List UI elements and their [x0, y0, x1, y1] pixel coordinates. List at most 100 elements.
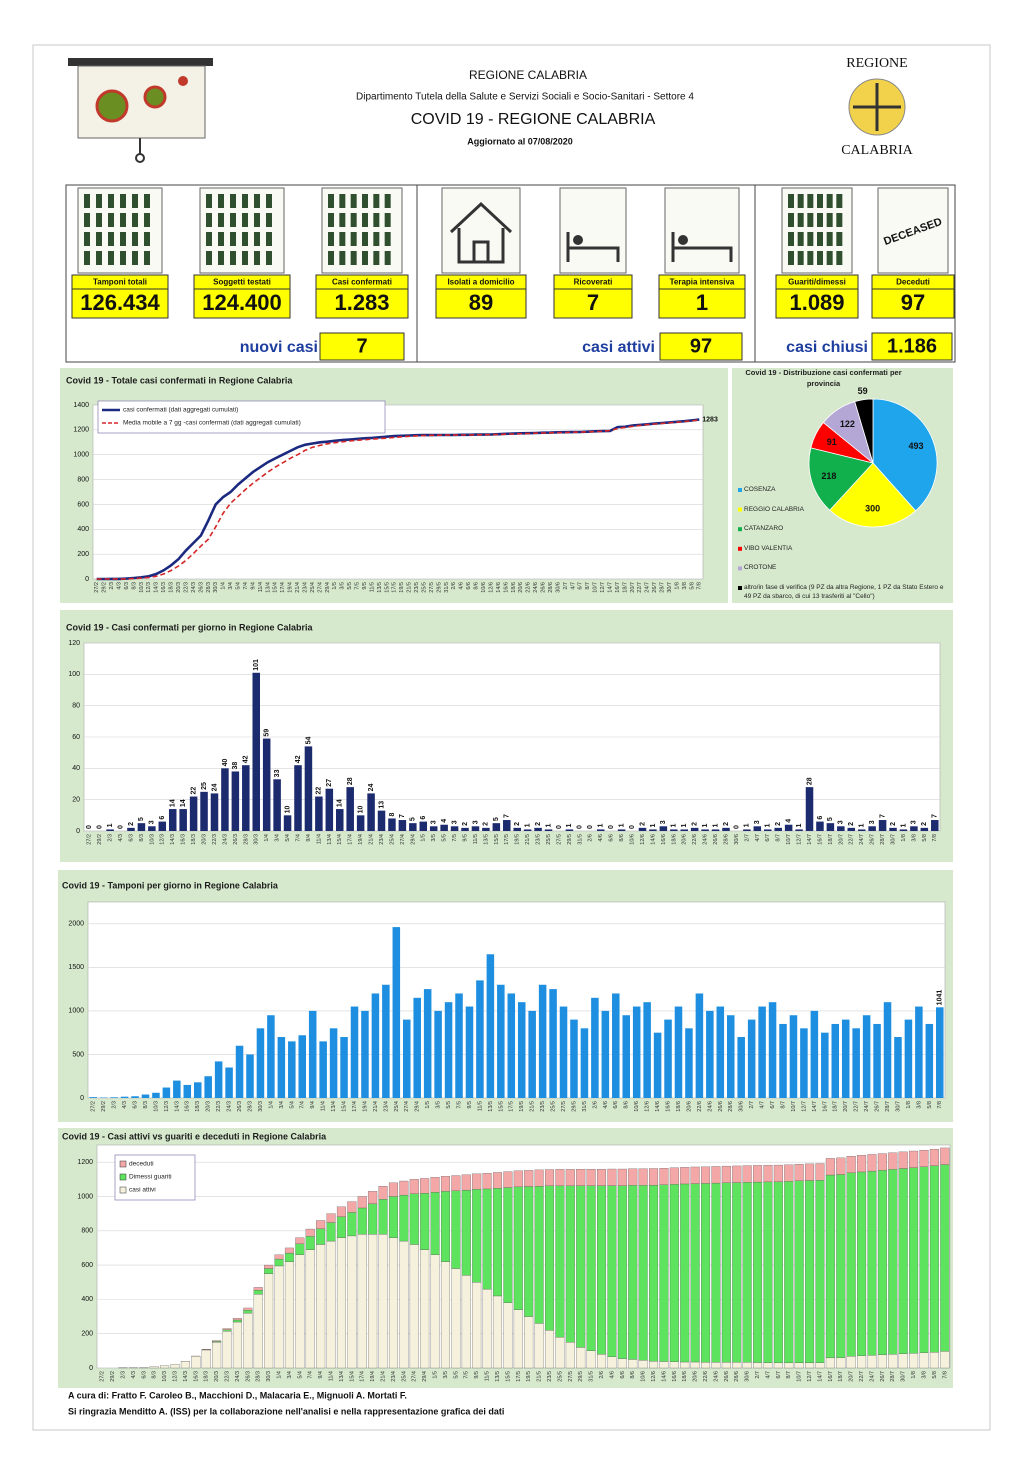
- bar: [685, 1028, 693, 1098]
- bar: [168, 809, 177, 831]
- bar: [242, 765, 250, 831]
- x-tick-label: 13/5: [377, 582, 383, 593]
- y-tick-label: 1000: [73, 452, 89, 459]
- x-tick-label: 7/4: [243, 582, 249, 590]
- x-tick-label: 27/4: [317, 582, 323, 593]
- data-label: 59: [264, 729, 271, 737]
- data-label: 7: [879, 814, 886, 818]
- y-tick-label: 60: [72, 734, 80, 741]
- bar-segment: [815, 1180, 825, 1363]
- x-tick-label: 19/4: [358, 834, 364, 845]
- y-tick-label: 120: [68, 640, 80, 647]
- bar-segment: [472, 1282, 482, 1369]
- icon-head: [678, 235, 688, 245]
- x-tick-label: 14/7: [807, 834, 813, 845]
- x-tick-label: 26/7: [652, 582, 658, 593]
- x-tick-label: 19/4: [362, 1101, 368, 1112]
- bar-segment: [347, 1235, 357, 1369]
- data-label: 91: [827, 437, 837, 447]
- x-tick-label: 5/5: [453, 1371, 459, 1379]
- x-tick-label: 10/6: [630, 834, 636, 845]
- icon-figure: [826, 251, 833, 265]
- x-tick-label: 13/4: [327, 834, 333, 845]
- x-tick-label: 3/8: [682, 582, 688, 590]
- bar: [398, 820, 407, 831]
- x-tick-label: 7/4: [300, 1101, 306, 1109]
- bar: [670, 829, 678, 831]
- bar: [559, 1006, 568, 1098]
- x-tick-label: 18/7: [622, 582, 628, 593]
- x-tick-label: 30/6: [745, 1371, 751, 1382]
- legend-label: CATANZARO: [744, 525, 784, 533]
- bar-segment: [753, 1181, 763, 1363]
- data-label: 3: [911, 820, 918, 824]
- summary-value: 7: [356, 335, 367, 357]
- x-tick-label: 4/3: [116, 582, 122, 590]
- bar-segment: [586, 1350, 596, 1369]
- bar: [701, 829, 709, 831]
- x-tick-label: 22/3: [224, 1371, 230, 1382]
- bar: [120, 1096, 129, 1098]
- bar: [131, 1096, 139, 1098]
- chart-title: Covid 19 - Casi confermati per giorno in…: [66, 622, 314, 632]
- icon-figure: [373, 213, 380, 227]
- tile-label: Isolati a domicilio: [447, 278, 514, 287]
- bar: [904, 1019, 913, 1098]
- summary-label: casi attivi: [582, 339, 655, 356]
- x-tick-label: 26/6: [724, 1371, 730, 1382]
- legend-swatch: [738, 527, 742, 532]
- data-label: 1041: [937, 990, 944, 1006]
- x-tick-label: 20/7: [838, 834, 844, 845]
- legend-label: altro/in fase di verifica (9 PZ da altra…: [744, 584, 944, 600]
- x-tick-label: 24/6: [713, 1371, 719, 1382]
- bar: [413, 997, 421, 1098]
- bar-segment: [919, 1166, 929, 1353]
- bar: [183, 1084, 192, 1098]
- bar-segment: [773, 1362, 783, 1369]
- bar: [528, 1010, 536, 1098]
- x-tick-label: 10/3: [139, 582, 145, 593]
- icon-figure: [384, 251, 391, 265]
- bar-segment: [420, 1193, 430, 1250]
- x-tick-label: 8/3: [139, 834, 145, 842]
- x-tick-label: 27/2: [87, 834, 93, 845]
- data-label: 33: [274, 769, 281, 777]
- x-tick-label: 21/4: [373, 1101, 379, 1112]
- x-tick-label: 23/5: [540, 1101, 546, 1112]
- x-tick-label: 29/5: [578, 1371, 584, 1382]
- x-tick-label: 6/3: [141, 1371, 147, 1379]
- data-label: 6: [817, 816, 824, 820]
- icon-figure: [120, 194, 126, 208]
- bar-segment: [243, 1307, 253, 1311]
- bar: [193, 1082, 202, 1098]
- bar-segment: [399, 1180, 409, 1196]
- data-label: 1: [744, 823, 751, 827]
- bar-segment: [669, 1184, 679, 1362]
- x-tick-label: 2/3: [120, 1371, 126, 1379]
- bar-segment: [492, 1295, 503, 1369]
- x-tick-label: 18/3: [195, 1101, 201, 1112]
- x-tick-label: 22/6: [692, 834, 698, 845]
- x-tick-label: 14/3: [170, 834, 176, 845]
- x-tick-label: 24/3: [222, 834, 228, 845]
- data-label: 0: [629, 825, 636, 829]
- tile-label: Casi confermati: [332, 278, 392, 287]
- tile-icon-frame: [877, 187, 949, 274]
- bar-segment: [888, 1354, 898, 1369]
- bar-segment: [753, 1165, 763, 1183]
- bar-segment: [659, 1361, 669, 1369]
- x-tick-label: 8/3: [143, 1101, 149, 1109]
- bar: [544, 829, 553, 831]
- bar: [304, 746, 313, 831]
- data-label: 218: [821, 471, 836, 481]
- icon-figure: [254, 213, 260, 227]
- bar: [847, 827, 856, 831]
- x-tick-label: 7/5: [355, 582, 361, 590]
- legend: [114, 1154, 196, 1201]
- legend-swatch: [738, 566, 742, 571]
- bar-segment: [857, 1355, 867, 1369]
- x-tick-label: 14/3: [154, 582, 160, 593]
- x-tick-label: 23/5: [547, 1371, 553, 1382]
- bar-segment: [492, 1172, 503, 1189]
- x-tick-label: 22/6: [526, 582, 532, 593]
